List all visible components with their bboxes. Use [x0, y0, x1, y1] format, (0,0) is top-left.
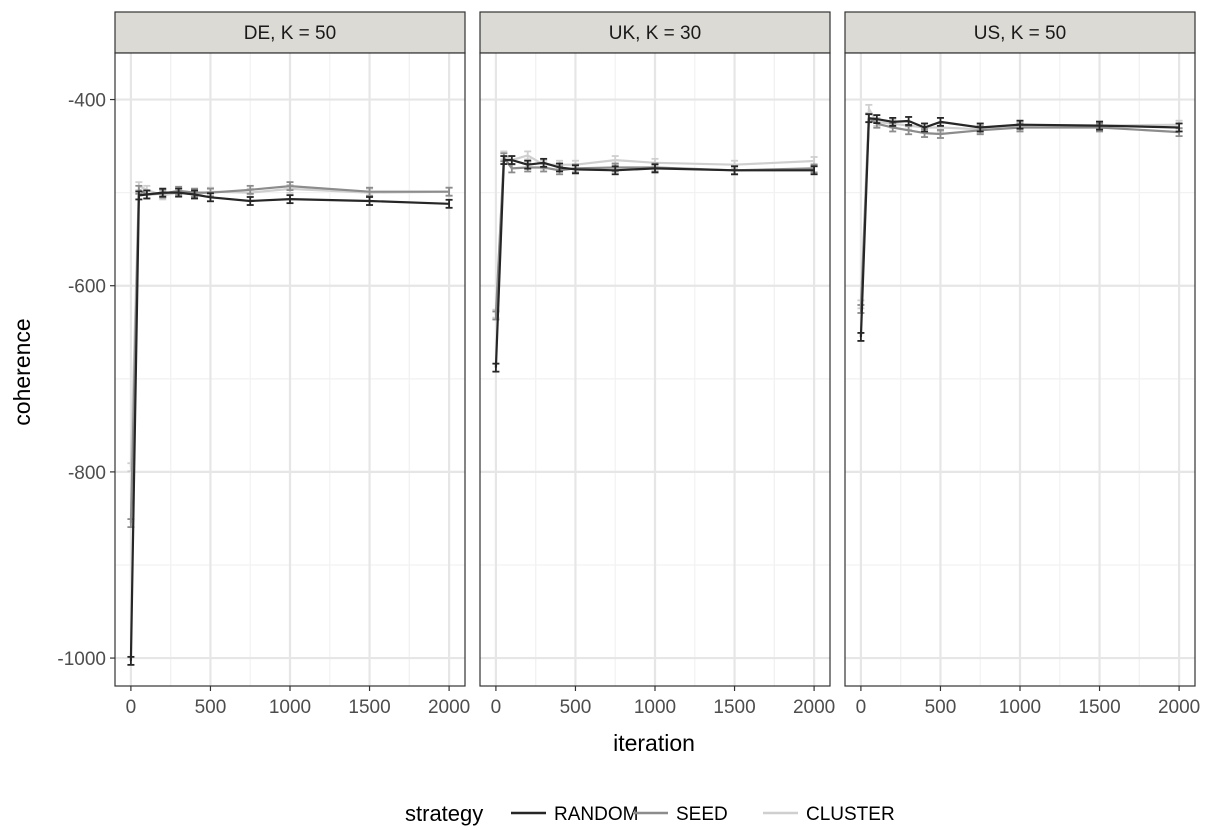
- legend-label-cluster: CLUSTER: [806, 804, 895, 825]
- x-tick-label: 1000: [999, 697, 1041, 718]
- y-tick-label: -600: [68, 277, 106, 298]
- x-tick-label: 1000: [634, 697, 676, 718]
- x-tick-label: 2000: [793, 697, 835, 718]
- facet-strip-label: DE, K = 50: [244, 23, 336, 44]
- x-tick-label: 500: [195, 697, 227, 718]
- y-tick-label: -400: [68, 91, 106, 112]
- x-tick-label: 1000: [269, 697, 311, 718]
- x-tick-label: 500: [925, 697, 957, 718]
- x-tick-label: 1500: [1078, 697, 1120, 718]
- facet-strip-label: US, K = 50: [974, 23, 1066, 44]
- y-axis-title: coherence: [9, 318, 35, 425]
- legend-title: strategy: [405, 801, 483, 826]
- facet-panel-1: DE, K = 50: [115, 12, 465, 686]
- facet-strip-label: UK, K = 30: [609, 23, 701, 44]
- y-tick-label: -800: [68, 463, 106, 484]
- x-tick-label: 0: [491, 697, 502, 718]
- legend-label-seed: SEED: [676, 804, 728, 825]
- x-tick-label: 2000: [428, 697, 470, 718]
- x-tick-label: 0: [126, 697, 137, 718]
- y-tick-label: -1000: [57, 649, 106, 670]
- x-tick-label: 1500: [348, 697, 390, 718]
- x-tick-label: 500: [560, 697, 592, 718]
- facet-panel-3: US, K = 50: [845, 12, 1195, 686]
- x-tick-label: 1500: [713, 697, 755, 718]
- x-tick-label: 2000: [1158, 697, 1200, 718]
- x-tick-label: 0: [856, 697, 867, 718]
- legend: strategy RANDOM SEED CLUSTER: [405, 801, 895, 826]
- x-axis-title: iteration: [613, 730, 695, 756]
- legend-label-random: RANDOM: [554, 804, 638, 825]
- facet-panel-2: UK, K = 30: [480, 12, 830, 686]
